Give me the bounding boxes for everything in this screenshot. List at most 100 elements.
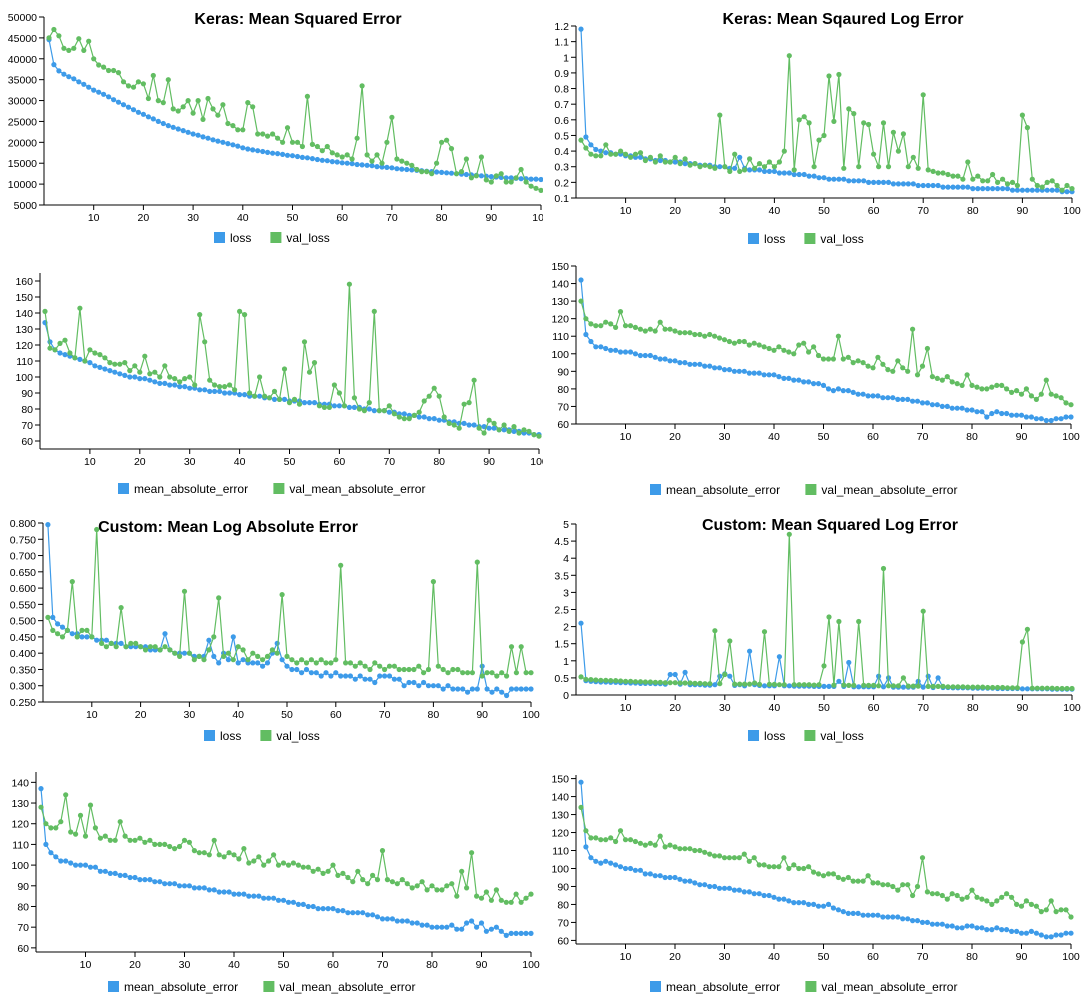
data-point: [732, 165, 738, 171]
data-point: [880, 361, 886, 367]
y-tick-label: 0: [563, 690, 569, 702]
data-point: [672, 159, 678, 165]
data-point: [284, 663, 290, 669]
data-point: [1039, 184, 1045, 190]
y-tick-label: 0.5: [554, 130, 569, 142]
data-point: [1058, 416, 1064, 422]
data-point: [915, 683, 921, 689]
data-point: [613, 324, 619, 330]
data-point: [74, 634, 80, 640]
data-point: [687, 330, 693, 336]
data-point: [328, 673, 334, 679]
data-point: [965, 684, 971, 690]
data-point: [727, 168, 733, 174]
data-point: [870, 365, 876, 371]
data-point: [290, 860, 296, 866]
data-point: [603, 837, 609, 843]
data-point: [206, 887, 212, 893]
data-point: [58, 858, 64, 864]
x-tick-label: 50: [818, 431, 830, 443]
data-point: [994, 925, 1000, 931]
data-point: [458, 169, 465, 175]
data-point: [279, 657, 285, 663]
data-point: [102, 833, 108, 839]
data-point: [77, 356, 83, 362]
data-point: [919, 400, 926, 406]
data-point: [89, 634, 95, 640]
data-point: [974, 384, 980, 390]
data-point: [69, 631, 75, 637]
x-tick-label: 50: [278, 959, 290, 971]
data-point: [979, 925, 985, 931]
data-point: [281, 366, 288, 372]
data-point: [702, 882, 708, 888]
data-point: [910, 326, 916, 332]
data-point: [235, 127, 241, 133]
data-point: [460, 670, 466, 676]
data-point: [191, 848, 197, 854]
data-point: [657, 157, 663, 164]
data-point: [361, 408, 367, 414]
data-point: [111, 67, 117, 74]
data-point: [885, 179, 892, 185]
data-point: [657, 153, 663, 159]
series-line: [44, 322, 539, 436]
data-point: [112, 837, 118, 843]
data-point: [1048, 417, 1054, 424]
x-tick-label: 90: [485, 212, 497, 224]
data-point: [439, 139, 445, 145]
data-point: [920, 608, 926, 614]
data-point: [531, 432, 537, 438]
data-point: [491, 425, 497, 431]
data-point: [461, 401, 467, 407]
data-point: [222, 384, 228, 390]
data-point: [647, 871, 653, 877]
data-point: [722, 164, 728, 170]
data-point: [672, 874, 678, 881]
data-point: [940, 170, 946, 176]
data-point: [861, 682, 867, 688]
data-point: [306, 400, 313, 406]
data-point: [360, 877, 366, 883]
series-val_mean_absolute_error: [38, 792, 534, 905]
data-point: [608, 321, 614, 327]
data-point: [637, 840, 643, 846]
data-point: [140, 111, 146, 117]
x-tick-label: 100: [532, 212, 543, 224]
x-tick-label: 40: [234, 456, 246, 468]
data-point: [369, 158, 375, 164]
data-point: [761, 344, 767, 350]
legend-swatch: [118, 483, 129, 494]
data-point: [657, 679, 663, 685]
data-point: [806, 901, 812, 907]
data-point: [682, 878, 688, 884]
data-point: [642, 679, 648, 685]
data-point: [1043, 377, 1049, 383]
data-point: [45, 614, 51, 620]
x-tick-label: 60: [330, 709, 342, 721]
data-point: [250, 650, 256, 656]
data-point: [508, 644, 515, 650]
data-point: [508, 930, 514, 936]
data-point: [62, 337, 68, 343]
data-point: [232, 387, 238, 393]
data-point: [1053, 932, 1059, 938]
data-point: [142, 353, 148, 359]
data-point: [150, 116, 156, 122]
y-tick-label: 60: [21, 436, 33, 448]
data-point: [970, 176, 976, 182]
data-point: [445, 670, 451, 676]
data-point: [245, 657, 251, 663]
data-point: [667, 159, 673, 165]
data-point: [761, 683, 768, 689]
data-point: [56, 68, 62, 74]
data-point: [876, 179, 882, 185]
data-point: [1064, 189, 1070, 195]
data-point: [900, 882, 906, 888]
data-point: [225, 120, 231, 127]
data-point: [125, 104, 132, 110]
data-point: [929, 374, 935, 380]
data-point: [761, 892, 767, 899]
data-point: [1033, 416, 1039, 422]
data-point: [890, 129, 896, 135]
